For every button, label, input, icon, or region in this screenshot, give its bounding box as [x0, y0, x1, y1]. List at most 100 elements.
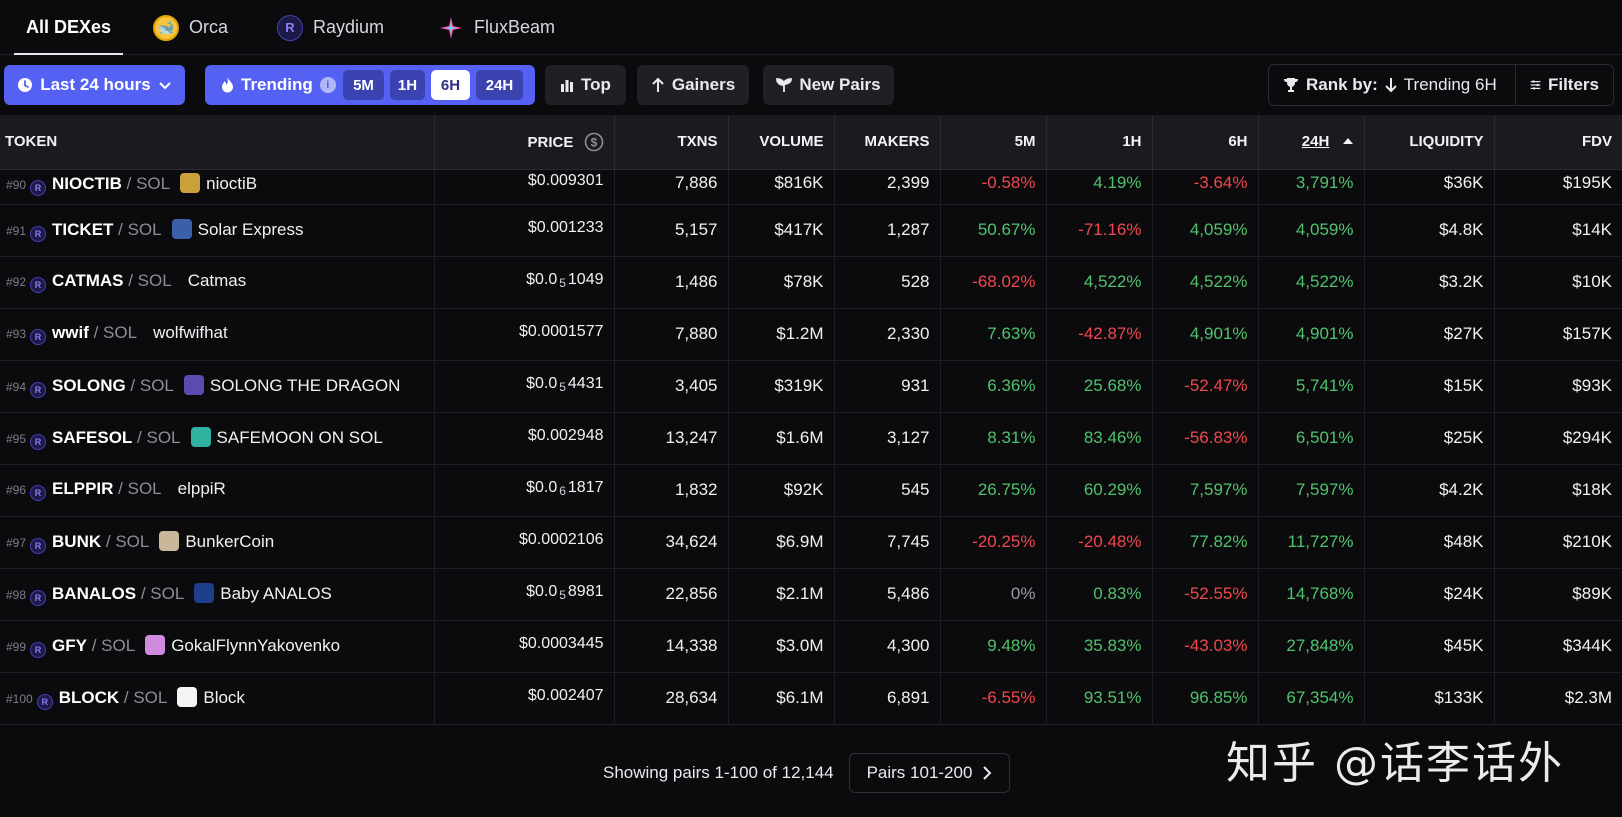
timeframe-5m[interactable]: 5M — [343, 70, 384, 100]
column-header-token[interactable]: TOKEN — [0, 115, 435, 170]
table-row[interactable]: #90 R NIOCTIB / SOL nioctiB $0.009301 7,886 $8… — [0, 169, 1622, 205]
token-cell[interactable]: #97 R BUNK / SOL BunkerCoin — [0, 516, 435, 569]
column-header-txns[interactable]: TXNS — [614, 115, 729, 170]
change-5m-cell: -0.58% — [940, 169, 1047, 205]
raydium-mini-icon: R — [30, 641, 47, 658]
makers-cell: 1,287 — [834, 204, 941, 257]
change-5m-cell: -6.55% — [940, 672, 1047, 725]
header-label: 24H — [1301, 133, 1330, 151]
tab-fluxbeam[interactable]: FluxBeam — [438, 0, 555, 55]
token-cell[interactable]: #94 R SOLONG / SOL SOLONG THE DRAGON — [0, 360, 435, 413]
volume-cell: $1.6M — [728, 412, 835, 465]
price-prefix: $0.0 — [526, 582, 558, 600]
slash-separator: / — [136, 583, 151, 603]
change-6h-cell: -3.64% — [1152, 169, 1259, 205]
change-1h-cell: 83.46% — [1046, 412, 1153, 465]
dollar-circle-icon[interactable]: $ — [584, 132, 604, 152]
timeframe-label: 5M — [353, 76, 374, 94]
token-cell[interactable]: #91 R TICKET / SOL Solar Express — [0, 204, 435, 257]
txns-cell: 5,157 — [614, 204, 729, 257]
gainers-button[interactable]: Gainers — [637, 65, 749, 105]
change-6h-cell: 96.85% — [1152, 672, 1259, 725]
makers-cell: 3,127 — [834, 412, 941, 465]
price-prefix: $0.0 — [526, 374, 558, 392]
quote-symbol: SOL — [146, 427, 181, 447]
price-cell: $0.0 5 8981 — [434, 568, 615, 621]
slash-separator: / — [121, 173, 137, 193]
token-avatar-icon — [177, 686, 198, 707]
table-row[interactable]: #98 R BANALOS / SOL Baby ANALOS $0.0 5 8981 22,… — [0, 568, 1622, 621]
filters-button[interactable]: Filters — [1515, 65, 1613, 105]
change-24h-cell: 67,354% — [1258, 672, 1365, 725]
change-24h-cell: 14,768% — [1258, 568, 1365, 621]
token-cell[interactable]: #100 R BLOCK / SOL Block — [0, 672, 435, 725]
token-cell[interactable]: #98 R BANALOS / SOL Baby ANALOS — [0, 568, 435, 621]
column-header-liquidity[interactable]: LIQUIDITY — [1364, 115, 1495, 170]
token-cell[interactable]: #95 R SAFESOL / SOL SAFEMOON ON SOL — [0, 412, 435, 465]
pair-rank: #91 — [6, 223, 27, 238]
table-row[interactable]: #100 R BLOCK / SOL Block $0.002407 28,634 $6.1… — [0, 672, 1622, 725]
sort-asc-icon — [1342, 138, 1353, 145]
clock-icon — [18, 78, 33, 92]
price-prefix: $0.0 — [526, 478, 558, 496]
column-header-1h[interactable]: 1H — [1046, 115, 1153, 170]
table-row[interactable]: #94 R SOLONG / SOL SOLONG THE DRAGON $0.0 5 44… — [0, 360, 1622, 413]
pair-rank: #97 — [6, 535, 27, 550]
column-header-6h[interactable]: 6H — [1152, 115, 1259, 170]
quote-symbol: SOL — [103, 323, 138, 342]
liquidity-cell: $48K — [1364, 516, 1495, 569]
change-5m-cell: 0% — [940, 568, 1047, 621]
trending-button[interactable]: Trending i — [205, 75, 343, 95]
timeframe-24h[interactable]: 24H — [476, 70, 523, 100]
change-1h-cell: 4.19% — [1046, 169, 1153, 205]
raydium-mini-icon: R — [36, 693, 53, 710]
header-label: MAKERS — [864, 133, 930, 151]
txns-cell: 13,247 — [614, 412, 729, 465]
column-header-price[interactable]: PRICE $ — [434, 115, 615, 170]
timeframe-1h[interactable]: 1H — [390, 70, 425, 100]
table-row[interactable]: #97 R BUNK / SOL BunkerCoin $0.0002106 34,624… — [0, 516, 1622, 569]
new-pairs-button[interactable]: New Pairs — [763, 65, 894, 105]
token-cell[interactable]: #92 R CATMAS / SOL Catmas — [0, 256, 435, 309]
pairs-table-container: TOKEN PRICE $ TXNS VOLUME MAKERS 5M 1H 6… — [0, 115, 1622, 727]
raydium-mini-icon: R — [30, 485, 47, 501]
price-zero-count: 5 — [559, 587, 566, 602]
tab-orca[interactable]: 🐋 Orca — [153, 0, 228, 55]
change-1h-cell: 25.68% — [1046, 360, 1153, 413]
tab-all-dexes[interactable]: All DEXes — [14, 0, 123, 55]
token-cell[interactable]: #96 R ELPPIR / SOL elppiR — [0, 464, 435, 517]
token-cell[interactable]: #99 R GFY / SOL GokalFlynnYakovenko — [0, 620, 435, 673]
timeframe-6h[interactable]: 6H — [431, 70, 470, 100]
table-row[interactable]: #99 R GFY / SOL GokalFlynnYakovenko $0.00034… — [0, 620, 1622, 673]
time-range-dropdown[interactable]: Last 24 hours — [4, 65, 185, 105]
next-page-button[interactable]: Pairs 101-200 — [849, 753, 1010, 793]
column-header-5m[interactable]: 5M — [940, 115, 1047, 170]
header-label: 6H — [1228, 133, 1248, 151]
column-header-24h[interactable]: 24H — [1258, 115, 1365, 170]
info-icon[interactable]: i — [319, 77, 336, 93]
quote-symbol: SOL — [137, 271, 172, 290]
fluxbeam-logo-icon — [438, 15, 464, 41]
change-5m-cell: 7.63% — [940, 308, 1047, 361]
rank-by-dropdown[interactable]: Rank by: Trending 6H — [1269, 65, 1515, 105]
token-symbol: GFY — [52, 635, 87, 655]
table-row[interactable]: #92 R CATMAS / SOL Catmas $0.0 5 1049 1,486 $78K… — [0, 256, 1622, 309]
table-row[interactable]: #91 R TICKET / SOL Solar Express $0.001233 5,… — [0, 204, 1622, 257]
token-symbol: BANALOS — [52, 583, 137, 603]
fdv-cell: $294K — [1494, 412, 1622, 465]
tab-raydium[interactable]: R Raydium — [277, 0, 384, 55]
tab-label: FluxBeam — [474, 17, 556, 37]
column-header-makers[interactable]: MAKERS — [834, 115, 941, 170]
table-row[interactable]: #95 R SAFESOL / SOL SAFEMOON ON SOL $0.00294… — [0, 412, 1622, 465]
top-button[interactable]: Top — [545, 65, 626, 105]
chevron-right-icon — [983, 766, 992, 780]
table-row[interactable]: #96 R ELPPIR / SOL elppiR $0.0 6 1817 1,832 $92K… — [0, 464, 1622, 517]
token-cell[interactable]: #90 R NIOCTIB / SOL nioctiB — [0, 169, 435, 205]
column-header-fdv[interactable]: FDV — [1494, 115, 1622, 170]
txns-cell: 28,634 — [614, 672, 729, 725]
token-avatar-icon — [171, 218, 192, 239]
token-symbol: SAFESOL — [52, 427, 133, 447]
column-header-volume[interactable]: VOLUME — [728, 115, 835, 170]
